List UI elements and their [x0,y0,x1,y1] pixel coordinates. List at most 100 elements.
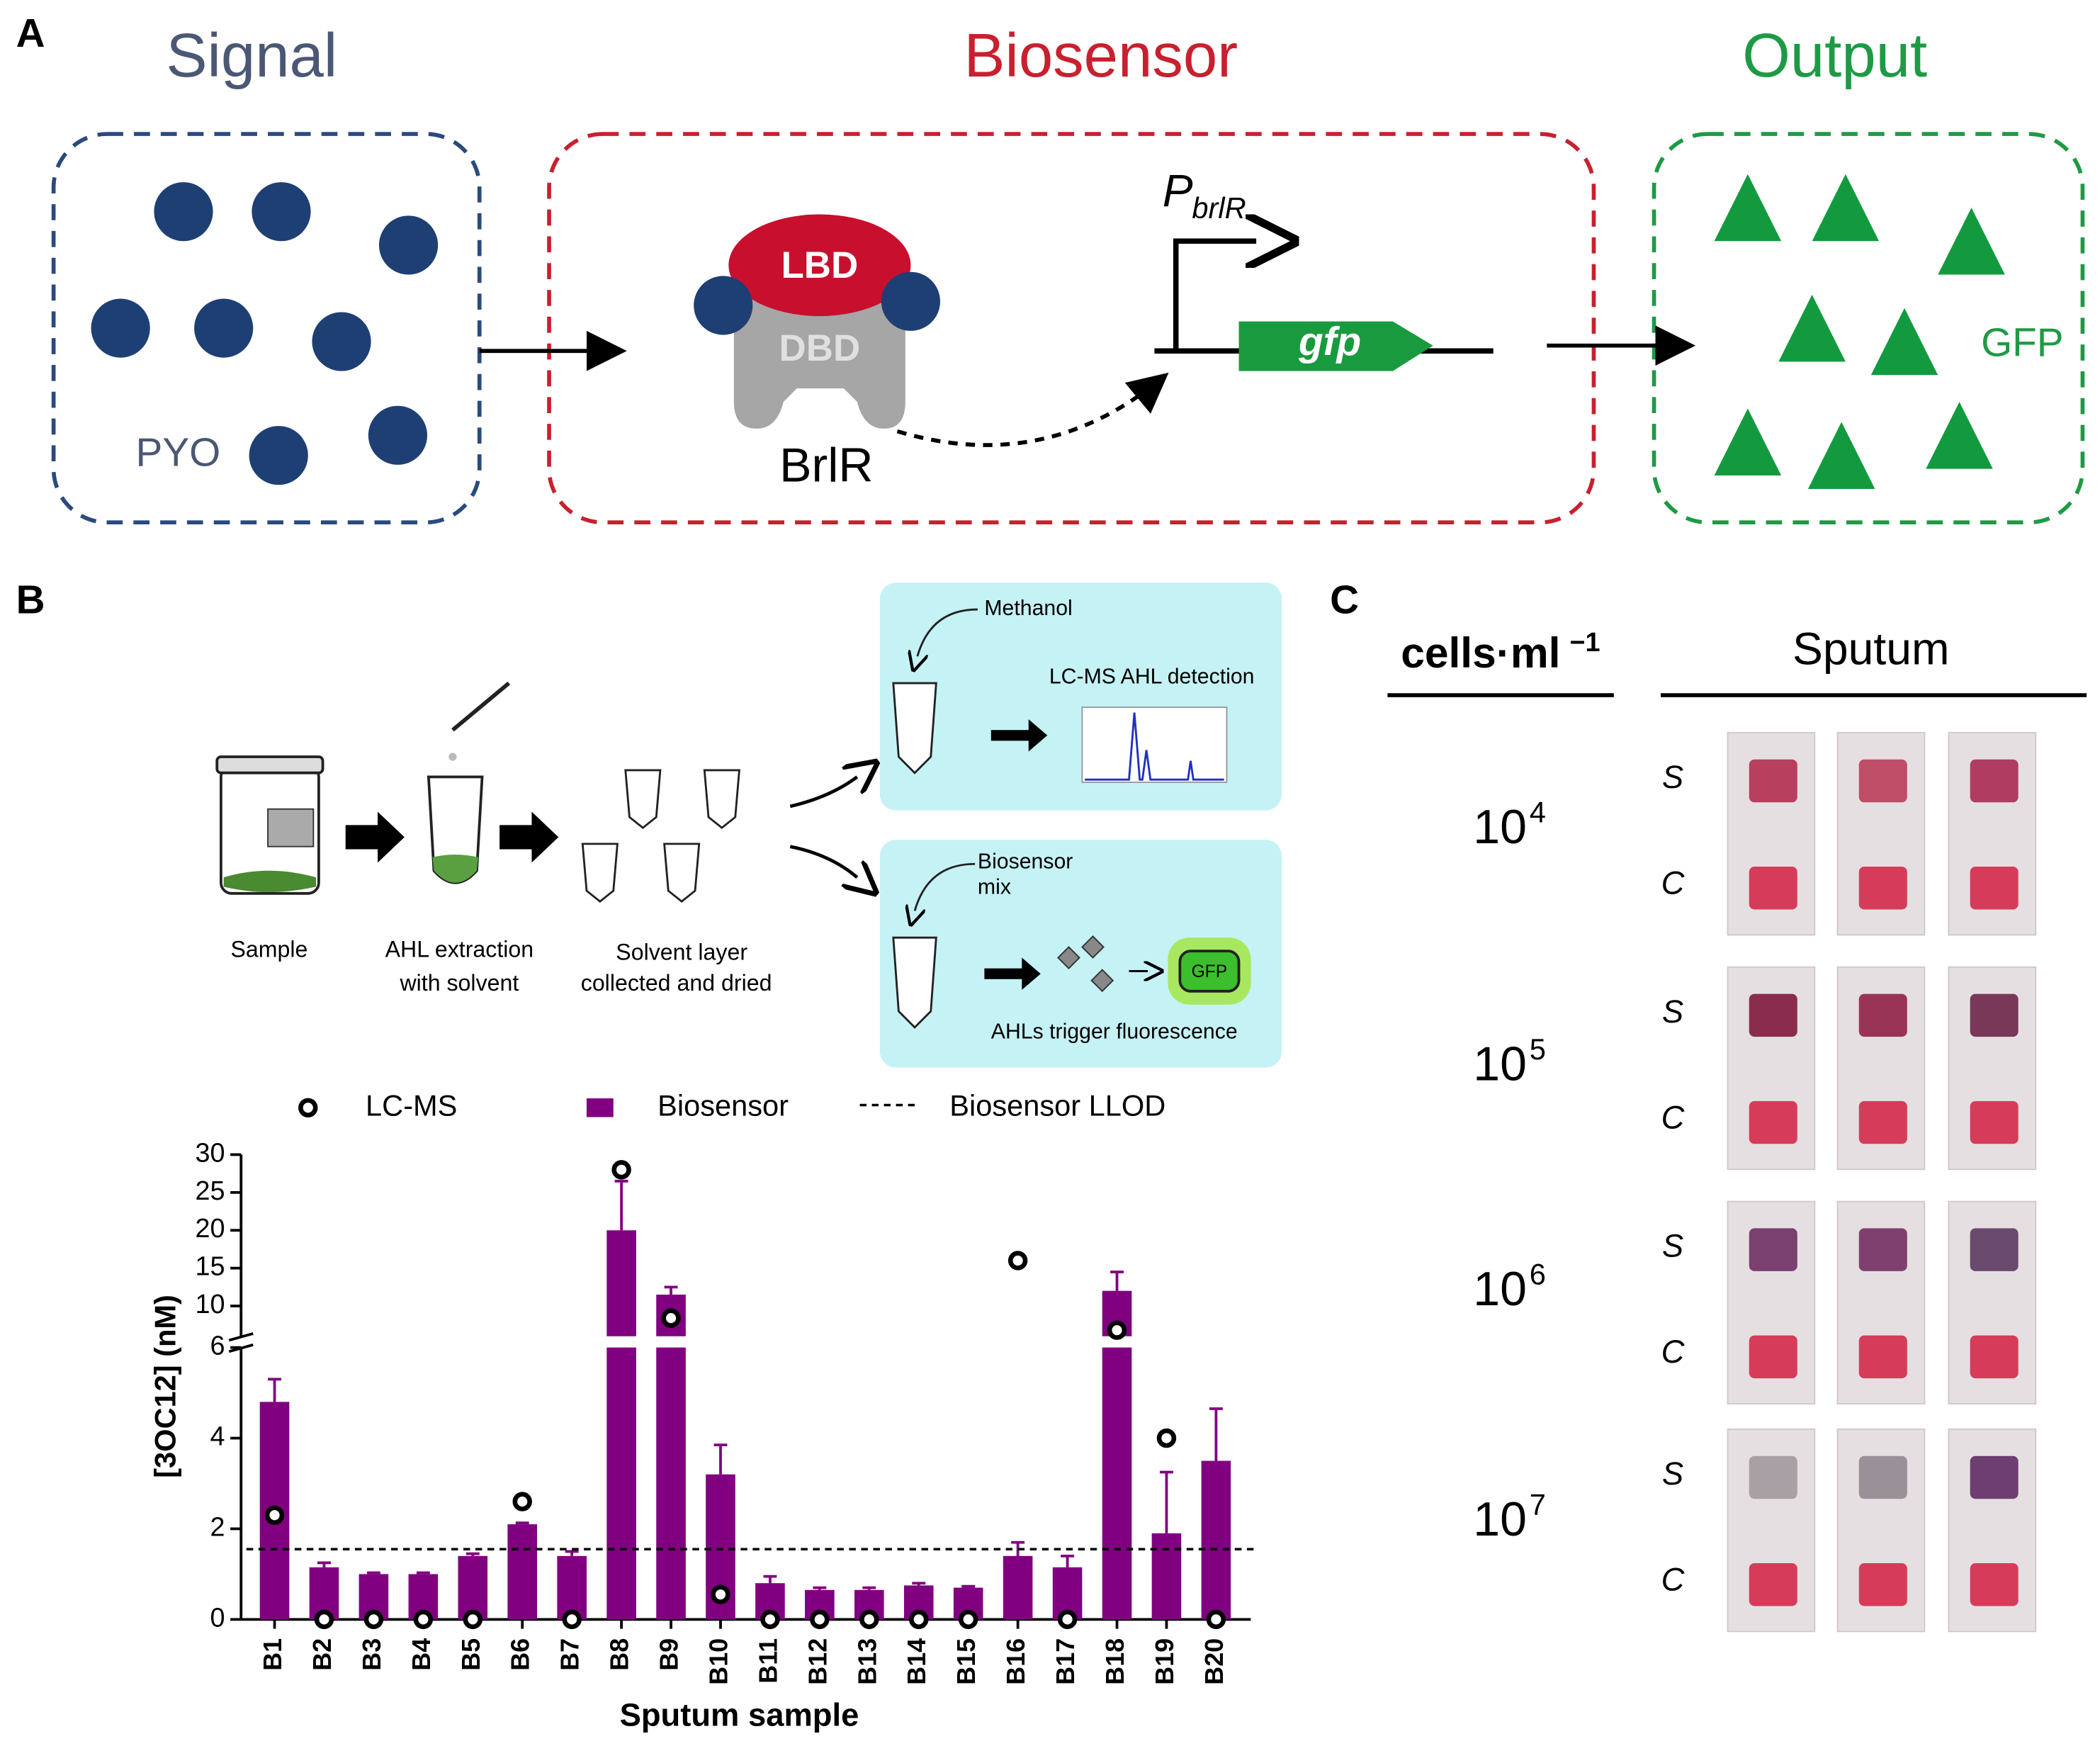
gfp-label: GFP [1981,321,2064,366]
error-bar [515,1521,529,1525]
x-tick-label: B3 [357,1638,386,1671]
x-tick-label: B17 [1051,1638,1080,1685]
bar [507,1524,538,1620]
x-tick-label: B16 [1001,1638,1030,1685]
x-tick-label: B12 [803,1638,832,1685]
error-bar [614,1179,628,1231]
sample-label: C [1661,864,1685,901]
point [1057,1609,1078,1630]
x-tick-label: B18 [1100,1638,1129,1685]
cuvette-control [1970,1562,2019,1606]
y-tick-label: 20 [196,1214,225,1244]
bar [606,1230,636,1620]
sample-label: C [1661,1099,1685,1135]
cuvette-control [1749,1562,1797,1606]
error-bar [763,1575,777,1584]
cuvette-sample [1970,1228,2019,1271]
error-bar [813,1586,827,1590]
step-label: Solvent layer [616,939,747,964]
bar-chart: [3OC12] (nM) Sputum sample 0 2 4 6 10 15 20 25 3… [148,1088,1255,1733]
drop [448,753,457,761]
point [711,1584,730,1604]
bar [1003,1555,1033,1620]
error-bar [565,1550,579,1556]
gene-shape [1238,321,1433,371]
trigger-label: AHLs trigger fluorescence [991,1020,1238,1043]
y-tick-label: 4 [210,1422,225,1452]
x-tick-label: B11 [753,1638,782,1684]
cuvette-sample [1970,759,2019,803]
error-bar [317,1561,331,1567]
error-bar [713,1443,728,1475]
dashed-arrow [896,372,1169,447]
y-tick-label: 2 [210,1512,225,1542]
bar [1201,1460,1231,1620]
panel-label: B [16,578,45,623]
cuvette-sample [1749,1455,1797,1499]
pyo-molecules [91,182,439,485]
promoter-arrow [1173,241,1256,351]
legend-label: LC-MS [366,1088,457,1122]
panel-b-workflow: B Sample AHL extraction with solvent Sol… [16,578,1282,1068]
cuvette-control [1749,867,1797,910]
x-axis-label: Sputum sample [620,1696,859,1733]
x-tick-label: B4 [407,1638,436,1671]
point [859,1609,879,1630]
concentration-base: 10 [1473,800,1527,854]
cuvette-control [1970,1100,2019,1144]
legend-marker [298,1098,318,1117]
x-tick-label: B9 [655,1638,684,1671]
y-axis-label: [3OC12] (nM) [148,1295,181,1478]
arrow [990,719,1048,752]
sample-label: C [1661,1561,1685,1597]
point [264,1505,285,1525]
error-bar [961,1584,976,1588]
biosensor-box [547,132,1596,525]
row-header: cells·ml [1401,629,1560,677]
legend-label: Biosensor LLOD [949,1088,1165,1122]
biosensor-title: Biosensor [964,21,1238,90]
x-tick-label: B19 [1150,1638,1179,1685]
sample-label: S [1662,1228,1683,1264]
axis-break-gap [605,1336,638,1348]
signal-box [51,132,482,525]
cuvette-sample [1970,1455,2019,1499]
error-bar [366,1571,380,1575]
sample-label: S [1662,759,1683,795]
step-arrow [345,811,405,863]
pyo-label: PYO [136,431,221,475]
concentration-exponent: 7 [1530,1488,1546,1521]
pipette [451,681,511,732]
gfp-cell [1178,950,1241,993]
step-label: Sample [230,937,307,962]
error-bar [1061,1554,1075,1567]
pour-arrow [918,608,978,656]
error-bar [862,1586,876,1590]
branch-arrow [789,845,857,877]
step-label: collected and dried [581,970,772,996]
error-bar [1110,1271,1124,1291]
lbd-label: LBD [781,244,859,286]
pyo-bound [881,271,940,331]
jar-label [267,808,315,847]
lbd-shape [728,214,911,317]
cuvette-sample [1970,993,2019,1037]
legend-marker [586,1098,614,1117]
point [1107,1320,1127,1340]
output-title: Output [1742,21,1927,90]
y-tick-label: 0 [210,1603,225,1633]
axis-break-gap [655,1336,687,1348]
y-tick-label: 15 [196,1252,225,1282]
jar-sample [223,870,317,892]
sample-label: C [1661,1334,1685,1370]
point [1007,1251,1028,1271]
step-label: with solvent [399,970,519,996]
column-header: Sputum [1793,624,1949,675]
step-label: AHL extraction [385,937,534,962]
signal-title: Signal [166,21,338,90]
x-tick-label: B14 [902,1638,931,1685]
cuvette-control [1858,1562,1907,1606]
mix-label: mix [978,875,1011,899]
cuvette-sample [1858,1228,1907,1271]
x-tick-label: B5 [456,1638,485,1671]
